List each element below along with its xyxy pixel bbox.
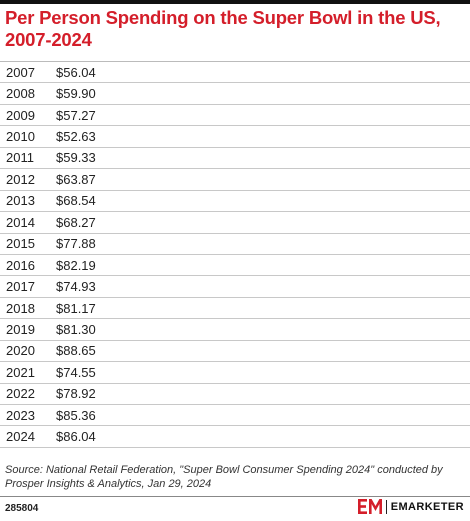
source-note: Source: National Retail Federation, "Sup… — [5, 464, 443, 490]
em-logo-icon — [357, 499, 382, 514]
spending-cell: $59.33 — [56, 150, 96, 166]
table-row: 2018 $81.17 — [0, 298, 470, 320]
spending-cell: $77.88 — [56, 236, 96, 252]
year-cell: 2009 — [6, 107, 35, 123]
spending-cell: $59.90 — [56, 86, 96, 102]
table-row: 2016 $82.19 — [0, 255, 470, 277]
table-row: 2022 $78.92 — [0, 384, 470, 405]
spending-cell: $68.54 — [56, 193, 96, 209]
spending-cell: $85.36 — [56, 407, 96, 423]
year-cell: 2015 — [6, 236, 35, 252]
year-cell: 2010 — [6, 129, 35, 145]
brand-logo: EMARKETER — [357, 499, 464, 514]
spending-cell: $74.93 — [56, 279, 96, 295]
year-cell: 2013 — [6, 193, 35, 209]
chart-title: Per Person Spending on the Super Bowl in… — [5, 7, 441, 50]
table-row: 2007 $56.04 — [0, 62, 470, 84]
brand-name: EMARKETER — [390, 500, 464, 513]
spending-cell: $52.63 — [56, 129, 96, 145]
spending-cell: $57.27 — [56, 107, 96, 123]
table-row: 2023 $85.36 — [0, 405, 470, 427]
year-cell: 2012 — [6, 171, 35, 187]
table-row: 2012 $63.87 — [0, 169, 470, 191]
spending-cell: $81.17 — [56, 300, 96, 316]
spending-cell: $78.92 — [56, 386, 96, 402]
year-cell: 2017 — [6, 279, 35, 295]
spending-cell: $74.55 — [56, 364, 96, 380]
table-row: 2008 $59.90 — [0, 83, 470, 105]
year-cell: 2019 — [6, 321, 35, 337]
year-cell: 2008 — [6, 86, 35, 102]
year-cell: 2018 — [6, 300, 35, 316]
year-cell: 2023 — [6, 407, 35, 423]
spending-cell: $56.04 — [56, 64, 96, 80]
table-row: 2010 $52.63 — [0, 126, 470, 148]
table-row: 2014 $68.27 — [0, 212, 470, 234]
year-cell: 2011 — [6, 150, 34, 166]
top-rule — [0, 0, 470, 4]
chart-id: 285804 — [5, 503, 39, 514]
table-row: 2019 $81.30 — [0, 319, 470, 341]
table-row: 2009 $57.27 — [0, 105, 470, 127]
year-cell: 2014 — [6, 214, 35, 230]
table-row: 2021 $74.55 — [0, 362, 470, 384]
data-table: 2007 $56.04 2008 $59.90 2009 $57.27 2010 $52.63… — [0, 61, 470, 448]
spending-cell: $88.65 — [56, 343, 96, 359]
year-cell: 2021 — [6, 364, 35, 380]
table-row: 2020 $88.65 — [0, 341, 470, 363]
table-row: 2013 $68.54 — [0, 191, 470, 213]
footer-rule — [0, 496, 470, 497]
year-cell: 2024 — [6, 429, 35, 445]
year-cell: 2020 — [6, 343, 35, 359]
year-cell: 2022 — [6, 386, 35, 402]
table-row: 2017 $74.93 — [0, 276, 470, 298]
spending-cell: $82.19 — [56, 257, 96, 273]
year-cell: 2007 — [6, 64, 35, 80]
spending-cell: $68.27 — [56, 214, 96, 230]
spending-cell: $81.30 — [56, 321, 96, 337]
table-row: 2015 $77.88 — [0, 234, 470, 255]
spending-cell: $86.04 — [56, 429, 96, 445]
brand-separator — [385, 499, 387, 514]
spending-cell: $63.87 — [56, 171, 96, 187]
table-row: 2011 $59.33 — [0, 148, 470, 170]
table-row: 2024 $86.04 — [0, 426, 470, 448]
year-cell: 2016 — [6, 257, 35, 273]
